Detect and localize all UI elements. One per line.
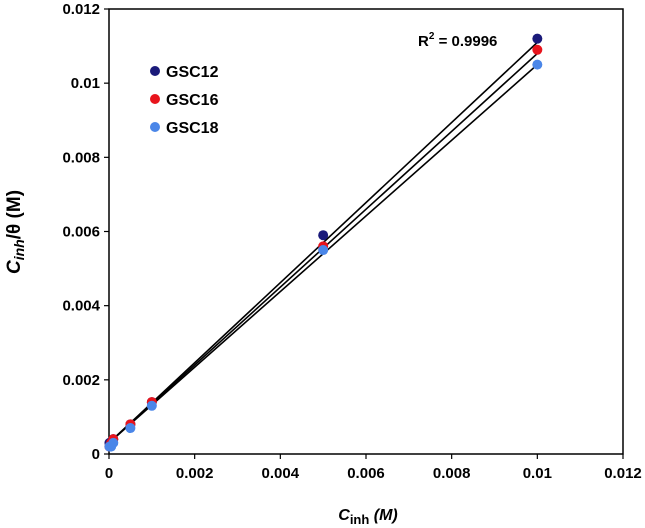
legend: GSC12 GSC16 GSC18 xyxy=(150,64,219,137)
x-tick-label: 0.004 xyxy=(262,465,300,482)
legend-marker-gsc12 xyxy=(150,66,160,76)
data-point-gsc16 xyxy=(532,44,543,55)
x-tick-label: 0.012 xyxy=(604,465,642,482)
r-squared-annotation: R2 = 0.9996 xyxy=(418,31,497,50)
x-tick-label: 0.006 xyxy=(347,465,385,482)
data-point-gsc12 xyxy=(532,33,543,44)
x-tick-label: 0 xyxy=(105,465,113,482)
data-point-gsc18 xyxy=(318,245,329,256)
data-point-gsc18 xyxy=(532,59,543,70)
axis-ticks: 0 0.002 0.004 0.006 0.008 0.01 0.012 0 0.002 0.00… xyxy=(62,1,641,482)
data-point-gsc12 xyxy=(318,230,329,241)
x-axis-title: Cinh (M) xyxy=(338,507,398,527)
y-tick-label: 0.004 xyxy=(62,298,100,315)
legend-marker-gsc16 xyxy=(150,94,160,104)
x-tick-label: 0.01 xyxy=(523,465,552,482)
legend-label-gsc12: GSC12 xyxy=(166,64,219,81)
legend-label-gsc18: GSC18 xyxy=(166,120,219,137)
legend-label-gsc16: GSC16 xyxy=(166,92,219,109)
data-point-gsc18 xyxy=(146,400,157,411)
x-tick-label: 0.002 xyxy=(176,465,214,482)
y-tick-label: 0.008 xyxy=(62,149,100,166)
y-tick-label: 0 xyxy=(92,446,100,463)
data-points xyxy=(104,33,543,452)
x-tick-label: 0.008 xyxy=(433,465,471,482)
y-axis-title: Cinh/θ (M) xyxy=(4,190,27,274)
y-tick-label: 0.012 xyxy=(62,1,100,18)
y-tick-label: 0.006 xyxy=(62,224,100,241)
data-point-gsc18 xyxy=(125,423,136,434)
y-tick-label: 0.002 xyxy=(62,372,100,389)
y-tick-label: 0.01 xyxy=(71,75,100,92)
legend-marker-gsc18 xyxy=(150,122,160,132)
data-point-gsc18 xyxy=(108,437,119,448)
